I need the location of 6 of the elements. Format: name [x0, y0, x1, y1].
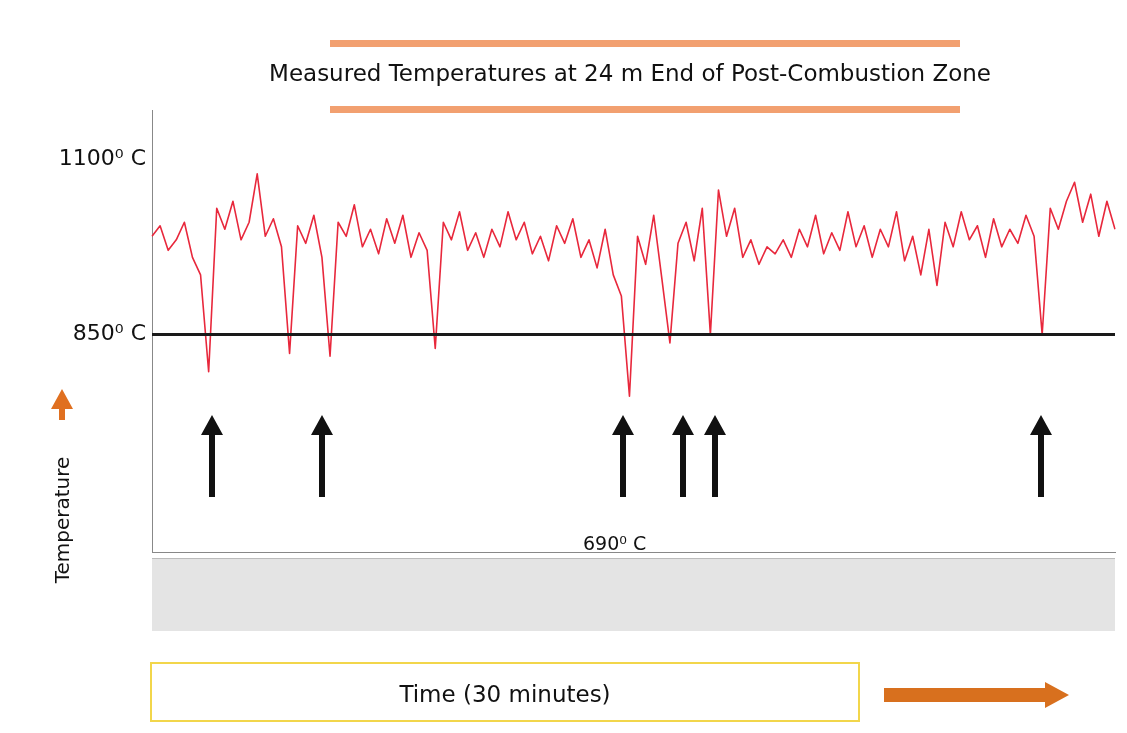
chart-title: Measured Temperatures at 24 m End of Post-Combustion Zone: [268, 60, 992, 86]
y-tick-label: 850⁰ C: [72, 320, 146, 346]
y-axis-title: Temperature: [50, 456, 74, 584]
annotation: 690⁰ C: [583, 532, 647, 554]
text: Time (30 minutes): [150, 662, 860, 722]
y-tick-label: 1100⁰ C: [58, 144, 146, 170]
